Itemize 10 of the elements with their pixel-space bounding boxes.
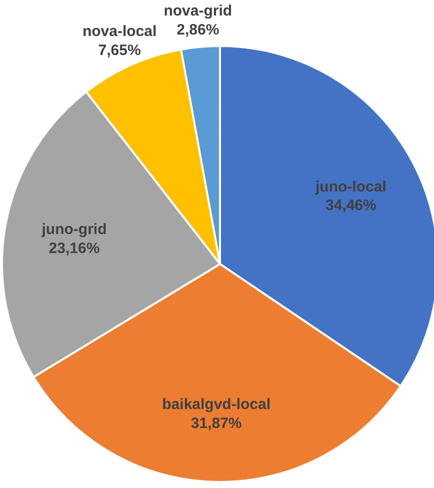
data-label: 34,46% (325, 197, 376, 214)
data-label: 31,87% (190, 414, 242, 432)
data-label: 23,16% (48, 240, 100, 257)
slice-label: juno-local (314, 178, 386, 196)
slice-label: nova-local (82, 23, 157, 40)
data-label: 2,86% (176, 21, 220, 38)
slice-label: baikalgvd-local (162, 396, 271, 414)
slice-label: juno-grid (40, 221, 107, 238)
data-label: 7,65% (98, 42, 141, 59)
slice-label: nova-grid (164, 2, 232, 20)
